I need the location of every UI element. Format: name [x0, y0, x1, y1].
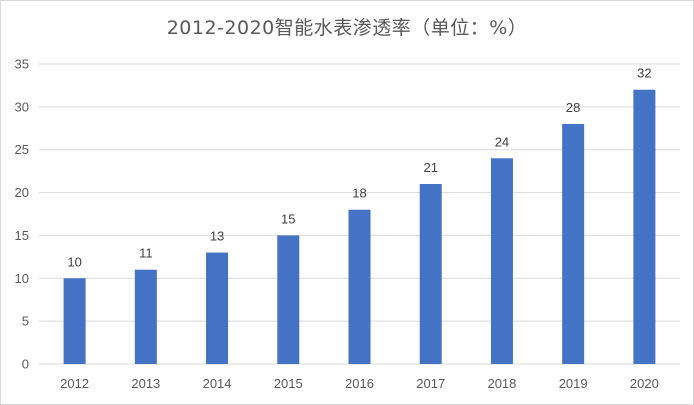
chart-title: 2012-2020智能水表渗透率（单位：%） [166, 17, 528, 39]
y-tick-label: 20 [15, 185, 29, 200]
y-tick-label: 35 [15, 57, 29, 72]
bar-2014 [206, 252, 229, 364]
bars [63, 89, 656, 364]
data-label: 32 [637, 66, 651, 81]
x-tick-label: 2017 [416, 376, 445, 391]
data-label: 28 [566, 100, 580, 115]
bar-2016 [348, 209, 371, 364]
x-tick-label: 2012 [60, 376, 89, 391]
bar-2019 [562, 124, 585, 364]
data-label: 11 [139, 246, 153, 261]
y-axis: 0 5 10 15 20 25 30 35 [15, 57, 29, 372]
bar-2020 [633, 89, 656, 364]
bar-2013 [134, 269, 157, 364]
data-label: 21 [423, 160, 437, 175]
x-axis: 2012 2013 2014 2015 2016 2017 2018 2019 2020 [60, 376, 659, 391]
data-label: 15 [281, 211, 295, 226]
x-tick-label: 2018 [487, 376, 516, 391]
bar-2017 [419, 184, 442, 364]
bar-2012 [63, 278, 86, 364]
data-label: 24 [495, 134, 509, 149]
y-tick-label: 5 [22, 314, 29, 329]
y-tick-label: 0 [22, 357, 29, 372]
data-label: 10 [67, 254, 81, 269]
bar-2018 [490, 158, 513, 364]
data-label: 13 [210, 229, 224, 244]
y-tick-label: 30 [15, 99, 29, 114]
bar-2015 [277, 235, 300, 364]
x-tick-label: 2014 [203, 376, 232, 391]
x-tick-label: 2020 [630, 376, 659, 391]
y-tick-label: 15 [15, 228, 29, 243]
x-tick-label: 2019 [559, 376, 588, 391]
y-tick-label: 10 [15, 271, 29, 286]
data-label: 18 [352, 186, 366, 201]
x-tick-label: 2015 [274, 376, 303, 391]
y-tick-label: 25 [15, 142, 29, 157]
data-labels: 10 11 13 15 18 21 24 28 32 [67, 66, 651, 270]
x-tick-label: 2016 [345, 376, 374, 391]
x-tick-label: 2013 [131, 376, 160, 391]
